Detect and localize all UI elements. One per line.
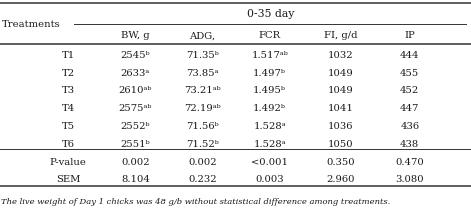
Text: The live weight of Day 1 chicks was 48 g/b without statistical difference among : The live weight of Day 1 chicks was 48 g… [1,198,390,206]
Text: 1.495ᵇ: 1.495ᵇ [253,86,286,95]
Text: FCR: FCR [259,31,281,40]
Text: 71.35ᵇ: 71.35ᵇ [186,51,219,60]
Text: 2552ᵇ: 2552ᵇ [121,122,150,131]
Text: BW, g: BW, g [121,31,150,40]
Text: 0.003: 0.003 [255,175,284,184]
Text: 447: 447 [400,104,420,113]
Text: 1050: 1050 [327,140,353,149]
Text: 71.56ᵇ: 71.56ᵇ [186,122,219,131]
Text: T5: T5 [62,122,75,131]
Text: IP: IP [405,31,415,40]
Text: 1.492ᵇ: 1.492ᵇ [253,104,286,113]
Text: 438: 438 [400,140,419,149]
Text: <0.001: <0.001 [251,158,288,167]
Text: 8.104: 8.104 [121,175,150,184]
Text: 1049: 1049 [327,86,353,95]
Text: 455: 455 [400,69,419,78]
Text: Treatments: Treatments [2,20,61,30]
Text: 0.350: 0.350 [326,158,355,167]
Text: 0.470: 0.470 [395,158,424,167]
Text: T6: T6 [62,140,75,149]
Text: 2633ᵃ: 2633ᵃ [121,69,150,78]
Text: 71.52ᵇ: 71.52ᵇ [186,140,219,149]
Text: ADG,: ADG, [189,31,216,40]
Text: 444: 444 [400,51,420,60]
Text: 1041: 1041 [327,104,353,113]
Text: 0-35 day: 0-35 day [247,9,294,19]
Text: 73.21ᵃᵇ: 73.21ᵃᵇ [184,86,221,95]
Text: 2.960: 2.960 [326,175,355,184]
Text: T4: T4 [62,104,75,113]
Text: 436: 436 [400,122,419,131]
Text: 1.517ᵃᵇ: 1.517ᵃᵇ [251,51,288,60]
Text: 1.497ᵇ: 1.497ᵇ [253,69,286,78]
Text: 2575ᵃᵇ: 2575ᵃᵇ [119,104,152,113]
Text: 1036: 1036 [327,122,353,131]
Text: 2610ᵃᵇ: 2610ᵃᵇ [119,86,152,95]
Text: 2551ᵇ: 2551ᵇ [121,140,150,149]
Text: 73.85ᵃ: 73.85ᵃ [186,69,219,78]
Text: T1: T1 [62,51,75,60]
Text: 2545ᵇ: 2545ᵇ [121,51,150,60]
Text: FI, g/d: FI, g/d [324,31,357,40]
Text: 452: 452 [400,86,419,95]
Text: SEM: SEM [56,175,81,184]
Text: P-value: P-value [50,158,87,167]
Text: 1.528ᵃ: 1.528ᵃ [253,122,286,131]
Text: T2: T2 [62,69,75,78]
Text: 72.19ᵃᵇ: 72.19ᵃᵇ [184,104,221,113]
Text: 0.232: 0.232 [188,175,217,184]
Text: 0.002: 0.002 [188,158,217,167]
Text: T3: T3 [62,86,75,95]
Text: 1049: 1049 [327,69,353,78]
Text: 0.002: 0.002 [121,158,150,167]
Text: 1.528ᵃ: 1.528ᵃ [253,140,286,149]
Text: 3.080: 3.080 [396,175,424,184]
Text: 1032: 1032 [327,51,353,60]
